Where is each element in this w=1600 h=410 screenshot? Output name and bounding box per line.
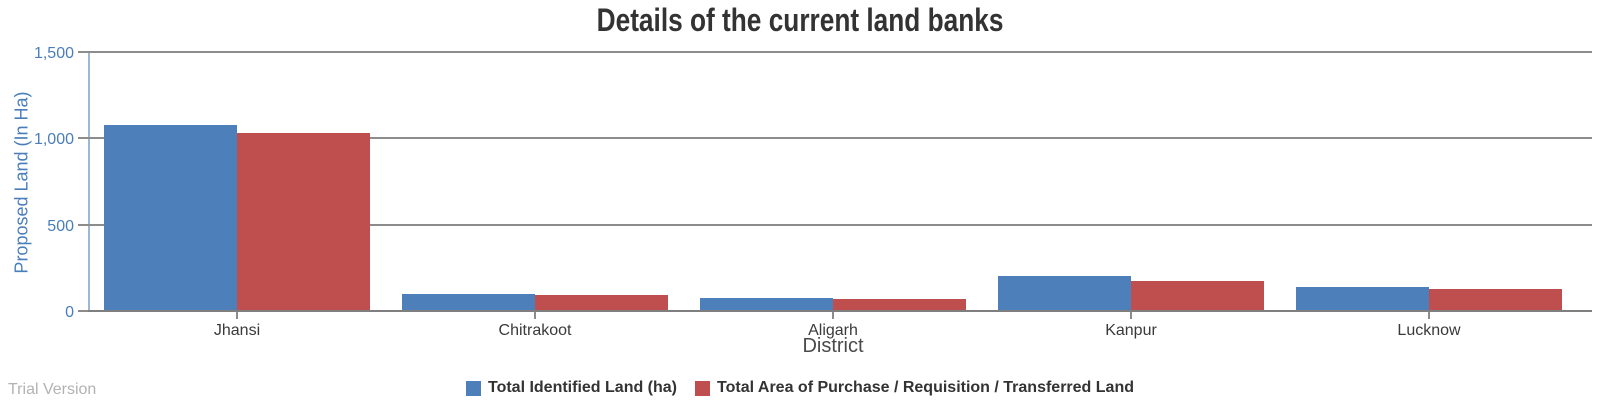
y-tick-label-1,000: 1,000	[33, 131, 74, 149]
x-axis-title: District	[802, 335, 864, 357]
y-tick-mark-1,000	[78, 137, 88, 140]
y-tick-label-0: 0	[65, 304, 74, 321]
chart-title-text: Details of the current land banks	[596, 2, 1004, 38]
x-tick-mark-aligarh	[832, 312, 834, 319]
bar-kanpur-series-0[interactable]	[997, 275, 1131, 312]
bar-chitrakoot-series-0[interactable]	[401, 293, 535, 312]
legend-item-0[interactable]: Total Identified Land (ha)	[465, 379, 678, 397]
plot-area: 0 500 1,000 1,500 Jhansi Chitrakoot Aligarh Kan…	[34, 45, 1592, 339]
x-tick-mark-chitrakoot	[534, 312, 536, 319]
chart-title: Details of the current land banks	[0, 2, 1600, 39]
bar-lucknow-series-1[interactable]	[1429, 288, 1563, 312]
x-category-label-aligarh: Aligarh	[808, 322, 858, 339]
bar-aligarh-series-0[interactable]	[699, 298, 833, 312]
y-axis-title: Proposed Land (In Ha)	[11, 91, 32, 274]
trial-version-watermark: Trial Version	[8, 381, 97, 398]
y-tick-label-1,500: 1,500	[33, 45, 74, 62]
gridline-500	[88, 223, 1592, 226]
legend-swatch-icon	[465, 380, 481, 396]
bar-aligarh-series-1[interactable]	[833, 299, 967, 312]
legend: Total Identified Land (ha) Total Area of …	[0, 379, 1600, 397]
y-axis-line	[88, 53, 90, 312]
y-tick-mark-1,500	[78, 51, 88, 53]
bar-jhansi-series-1[interactable]	[237, 133, 371, 312]
legend-item-1[interactable]: Total Area of Purchase / Requisition / T…	[695, 379, 1134, 397]
y-tick-mark-0	[78, 310, 88, 312]
x-axis-baseline	[88, 310, 1592, 312]
legend-swatch-icon	[695, 380, 711, 396]
y-tick-mark-500	[78, 223, 88, 226]
bar-chitrakoot-series-1[interactable]	[535, 295, 669, 312]
bar-kanpur-series-1[interactable]	[1131, 281, 1265, 312]
x-tick-mark-kanpur	[1130, 312, 1132, 319]
bar-lucknow-series-0[interactable]	[1295, 286, 1429, 312]
x-category-label-kanpur: Kanpur	[1105, 322, 1157, 339]
x-category-label-lucknow: Lucknow	[1397, 322, 1461, 339]
legend-label-0: Total Identified Land (ha)	[487, 379, 678, 396]
bar-jhansi-series-0[interactable]	[103, 124, 237, 312]
gridline-1,000	[88, 137, 1592, 140]
y-tick-label-500: 500	[47, 217, 74, 235]
gridline-1,500	[88, 51, 1592, 53]
x-tick-mark-lucknow	[1428, 312, 1430, 319]
x-category-label-chitrakoot: Chitrakoot	[498, 322, 572, 339]
x-tick-mark-jhansi	[236, 312, 238, 319]
x-category-label-jhansi: Jhansi	[213, 322, 261, 339]
legend-label-1: Total Area of Purchase / Requisition / T…	[717, 379, 1134, 396]
